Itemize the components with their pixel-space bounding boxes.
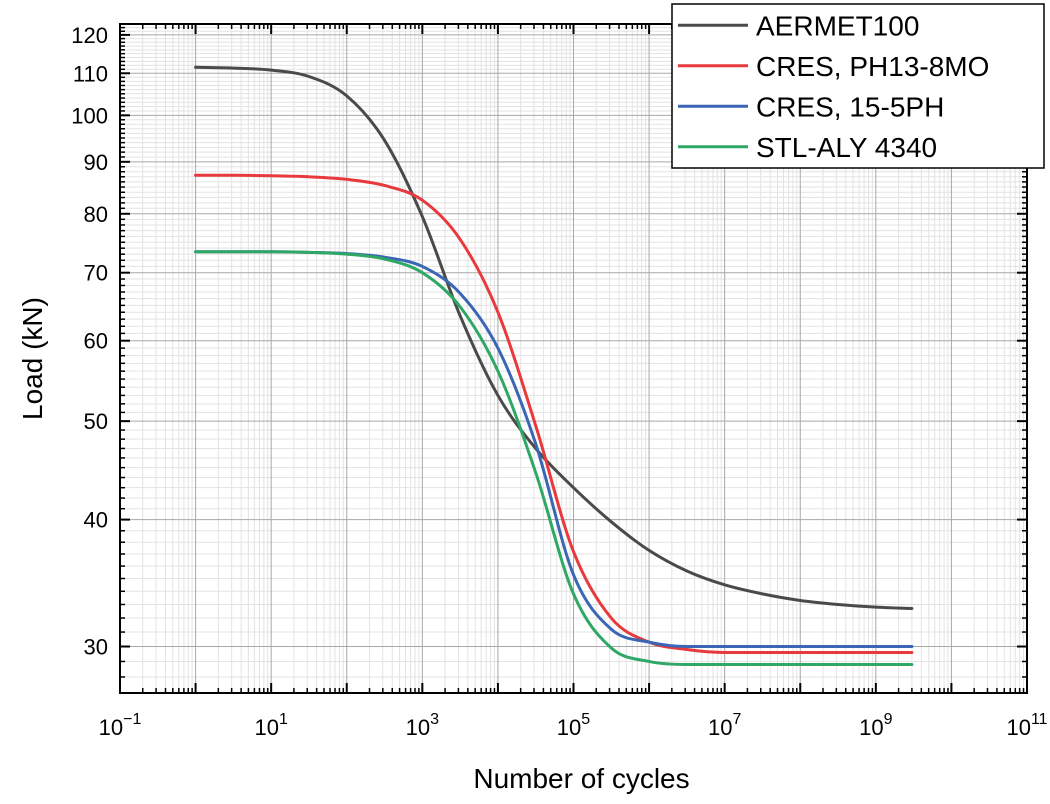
x-tick-base: 10 [406, 715, 430, 740]
x-tick-exponent: 3 [430, 711, 439, 728]
legend: AERMET100 CRES, PH13-8MO CRES, 15-5PH STL-A… [671, 3, 1045, 169]
x-tick-exponent: 5 [581, 711, 590, 728]
y-tick-label: 120 [71, 23, 108, 48]
x-tick-exponent: 11 [1031, 711, 1048, 728]
x-tick-exponent: 1 [279, 711, 288, 728]
legend-label: STL-ALY 4340 [756, 132, 937, 163]
x-axis-title: Number of cycles [473, 763, 689, 794]
x-tick-base: 10 [708, 715, 732, 740]
legend-box [671, 3, 1045, 169]
y-tick-label: 60 [84, 329, 108, 354]
y-tick-label: 50 [84, 409, 108, 434]
series-line-1 [194, 173, 914, 654]
series-layer [194, 65, 914, 667]
y-tick-label: 80 [84, 202, 108, 227]
y-tick-label: 90 [84, 150, 108, 175]
x-tick-base: 10 [859, 715, 883, 740]
series-line-2 [194, 250, 914, 649]
legend-label: CRES, PH13-8MO [756, 51, 989, 82]
y-axis-title: Load (kN) [17, 297, 48, 420]
legend-label: AERMET100 [756, 10, 919, 41]
x-tick-exponent: 7 [732, 711, 741, 728]
x-tick-exponent: −1 [123, 711, 141, 728]
x-tick-label: 109 [859, 711, 892, 740]
y-tick-label: 110 [73, 61, 108, 86]
legend-label: CRES, 15-5PH [756, 91, 944, 122]
series-line-3 [194, 250, 914, 667]
x-tick-exponent: 9 [884, 711, 893, 728]
x-tick-label: 1011 [1006, 711, 1047, 740]
x-tick-label: 105 [557, 711, 590, 740]
y-tick-label: 100 [71, 103, 108, 128]
x-tick-label: 107 [708, 711, 741, 740]
y-tick-label: 30 [84, 635, 108, 660]
x-tick-label: 10−1 [99, 711, 142, 740]
ticks-layer [119, 23, 1028, 694]
x-tick-base: 10 [557, 715, 581, 740]
x-tick-base: 10 [99, 715, 123, 740]
y-tick-label: 70 [84, 261, 108, 286]
x-tick-base: 10 [1006, 715, 1030, 740]
x-tick-base: 10 [254, 715, 278, 740]
x-tick-label: 101 [254, 711, 287, 740]
y-tick-label: 40 [84, 508, 108, 533]
x-tick-label: 103 [406, 711, 439, 740]
